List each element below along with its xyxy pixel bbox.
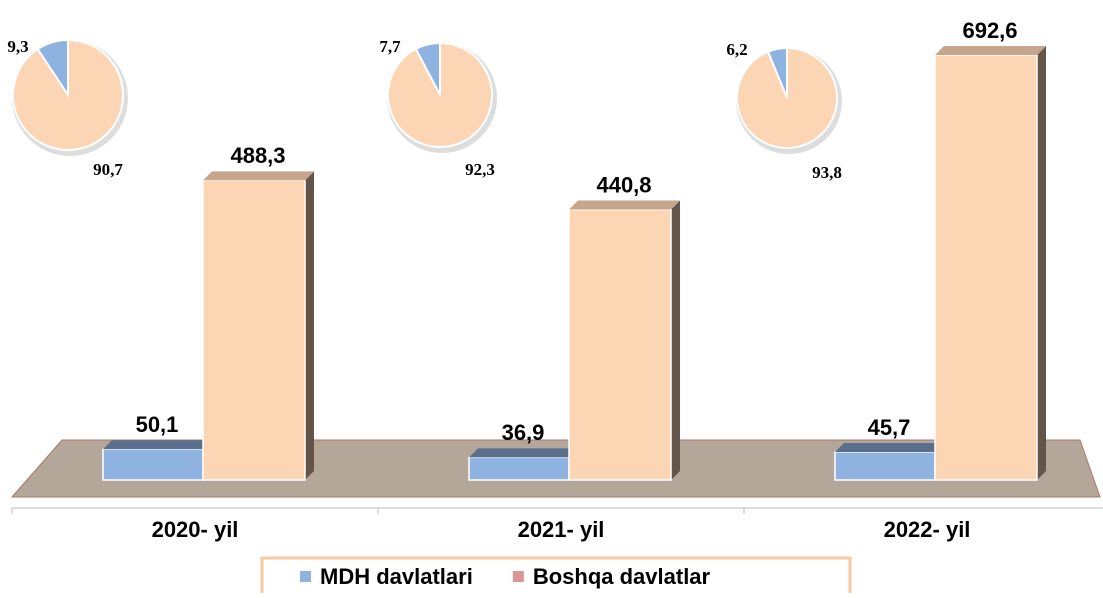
pie-label: 7,7 bbox=[379, 37, 401, 56]
bar-top bbox=[469, 448, 578, 458]
x-tick-label: 2021- yil bbox=[518, 517, 605, 542]
pie-slice bbox=[12, 38, 124, 151]
bar-side bbox=[671, 200, 680, 481]
bar-top bbox=[203, 171, 314, 181]
bar bbox=[202, 179, 306, 481]
bar-side bbox=[1037, 46, 1046, 480]
bar bbox=[934, 54, 1038, 481]
bar-top bbox=[935, 46, 1046, 55]
bar-top bbox=[103, 440, 212, 450]
data-label: 488,3 bbox=[230, 143, 285, 168]
data-label: 45,7 bbox=[868, 415, 911, 440]
bar-side bbox=[305, 171, 314, 480]
data-label: 440,8 bbox=[596, 172, 651, 197]
pie-label: 90,7 bbox=[93, 160, 123, 179]
legend-swatch bbox=[300, 571, 311, 582]
legend-label: Boshqa davlatlar bbox=[533, 564, 711, 589]
data-label: 692,6 bbox=[962, 18, 1017, 43]
pie-slice bbox=[736, 46, 838, 149]
data-label: 50,1 bbox=[136, 412, 179, 437]
pie-label: 92,3 bbox=[465, 160, 495, 179]
legend-box bbox=[260, 556, 852, 598]
bar bbox=[468, 456, 570, 481]
legend-label: MDH davlatlari bbox=[320, 564, 473, 589]
bar bbox=[102, 448, 204, 481]
bar bbox=[834, 451, 936, 481]
pie-slice bbox=[387, 41, 493, 148]
bar-top bbox=[835, 442, 944, 452]
bar-top bbox=[569, 200, 680, 210]
data-label: 36,9 bbox=[502, 420, 545, 445]
pie-label: 93,8 bbox=[812, 163, 842, 182]
x-tick-label: 2022- yil bbox=[884, 517, 971, 542]
pie-label: 6,2 bbox=[726, 40, 747, 59]
pie-label: 9,3 bbox=[7, 37, 28, 56]
legend-swatch bbox=[512, 571, 524, 582]
bar bbox=[568, 208, 672, 481]
x-tick-label: 2020- yil bbox=[152, 517, 239, 542]
